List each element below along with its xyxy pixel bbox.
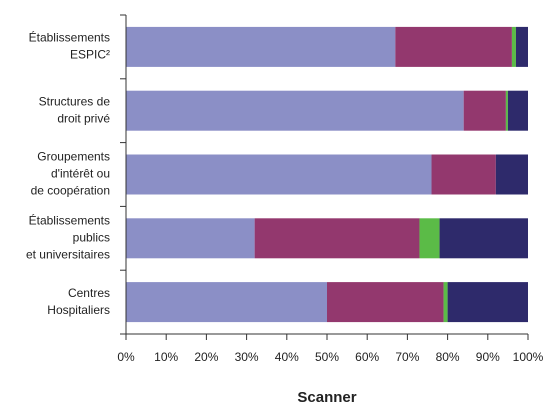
x-tick-label: 20% [194,350,218,364]
y-tick-label: Établissements [29,212,110,227]
bar-segment [327,282,444,323]
x-tick-label: 40% [275,350,299,364]
bar-segment [431,154,496,195]
bar-segment [419,218,440,259]
x-tick-label: 0% [117,350,135,364]
x-tick-label: 50% [315,350,339,364]
x-tick-label: 70% [395,350,419,364]
y-tick-label: de coopération [31,184,110,198]
bar-segment [126,154,432,195]
y-tick-label: Établissements [29,30,110,45]
x-tick-label: 90% [476,350,500,364]
bar-segment [126,90,464,131]
bar-segment [443,282,448,323]
y-tick-label: Hospitaliers [47,303,110,317]
bar-segment [495,154,528,195]
bar-segment [511,26,516,67]
bar-segment [507,90,528,131]
y-tick-label: et universitaires [26,247,110,261]
bar-segment [126,26,396,67]
y-tick-label: publics [73,230,110,244]
x-tick-label: 10% [154,350,178,364]
bar-segment [126,218,255,259]
x-tick-label: 30% [235,350,259,364]
x-tick-label: 100% [513,350,544,364]
y-tick-label: Centres [68,286,110,300]
bar-segment [515,26,528,67]
bar-segment [439,218,528,259]
y-tick-label: droit privé [57,111,110,125]
bar-segment [447,282,528,323]
x-tick-label: 80% [436,350,460,364]
y-tick-label: Structures de [39,94,111,108]
bar-segment [395,26,512,67]
bar-segment [126,282,327,323]
bar-segment [505,90,508,131]
bar-segment [254,218,420,259]
y-tick-label: ESPIC² [70,48,110,62]
y-tick-label: Groupements [37,150,110,164]
x-tick-label: 60% [355,350,379,364]
y-tick-label: d'intérêt ou [51,167,110,181]
x-axis-label: Scanner [297,389,356,405]
bar-segment [463,90,506,131]
